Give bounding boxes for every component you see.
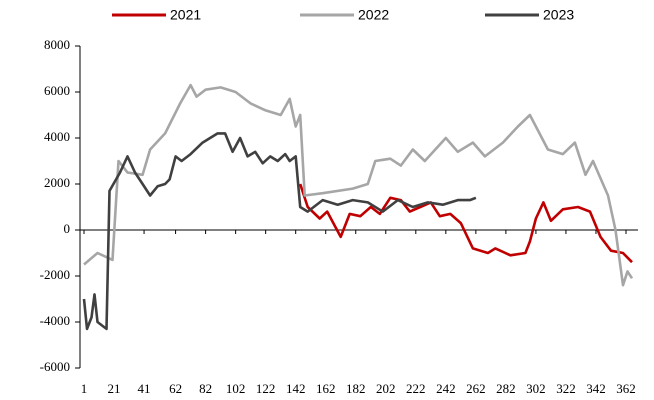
- y-tick-label: 0: [64, 221, 71, 236]
- x-tick-label: 82: [199, 381, 212, 396]
- legend-label: 2021: [170, 7, 201, 23]
- x-tick-label: 302: [526, 381, 546, 396]
- x-tick-label: 282: [496, 381, 516, 396]
- x-tick-label: 262: [466, 381, 486, 396]
- x-tick-label: 62: [169, 381, 182, 396]
- y-tick-label: 2000: [44, 175, 70, 190]
- series-line: [82, 132, 477, 331]
- x-tick-label: 21: [108, 381, 121, 396]
- x-tick-label: 322: [556, 381, 576, 396]
- x-tick-label: 202: [376, 381, 396, 396]
- x-tick-label: 162: [316, 381, 336, 396]
- x-tick-label: 142: [286, 381, 306, 396]
- series-line: [298, 183, 633, 264]
- x-tick-label: 242: [436, 381, 456, 396]
- x-tick-label: 102: [226, 381, 246, 396]
- x-tick-label: 122: [256, 381, 276, 396]
- legend-label: 2023: [543, 7, 574, 23]
- x-tick-label: 41: [138, 381, 151, 396]
- x-tick-label: 182: [346, 381, 366, 396]
- x-tick-label: 222: [406, 381, 426, 396]
- y-tick-label: 6000: [44, 83, 70, 98]
- y-tick-label: -6000: [40, 359, 70, 374]
- x-tick-label: 362: [616, 381, 636, 396]
- x-tick-label: 342: [586, 381, 606, 396]
- y-tick-label: 8000: [44, 37, 70, 52]
- series-line: [83, 83, 634, 287]
- y-tick-label: -2000: [40, 267, 70, 282]
- y-tick-label: 4000: [44, 129, 70, 144]
- y-tick-label: -4000: [40, 313, 70, 328]
- x-tick-label: 1: [81, 381, 88, 396]
- legend-label: 2022: [358, 7, 389, 23]
